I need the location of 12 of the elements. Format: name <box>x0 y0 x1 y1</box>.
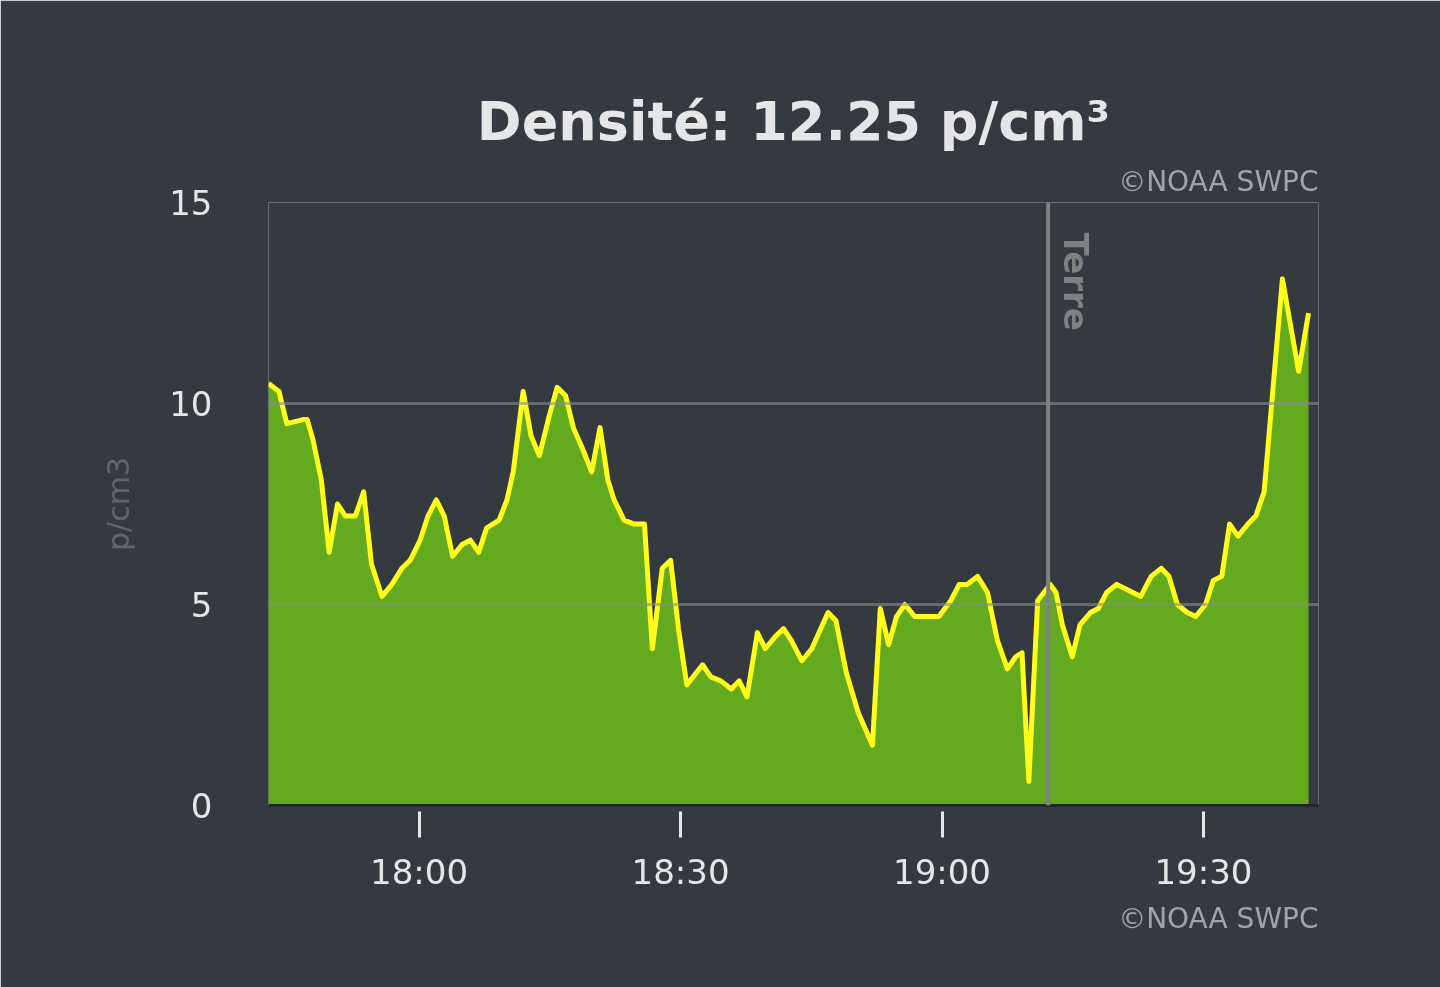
y-tick-label: 5 <box>190 585 213 625</box>
x-tick-label: 18:00 <box>370 851 469 892</box>
text: ©NOAA SWPC <box>1118 164 1319 198</box>
ref-line-label: Terre <box>1056 232 1097 331</box>
x-tick-label: 19:30 <box>1154 851 1253 892</box>
x-tick-label: 18:30 <box>631 851 730 892</box>
y-tick-label: 15 <box>169 183 213 223</box>
text: ©NOAA SWPC <box>1118 901 1319 935</box>
x-tick-label: 19:00 <box>893 851 991 892</box>
chart-title: Densité: 12.25 p/cm³ <box>476 89 1111 153</box>
y-tick-label: 10 <box>169 384 213 424</box>
y-tick-label: 0 <box>190 786 213 826</box>
